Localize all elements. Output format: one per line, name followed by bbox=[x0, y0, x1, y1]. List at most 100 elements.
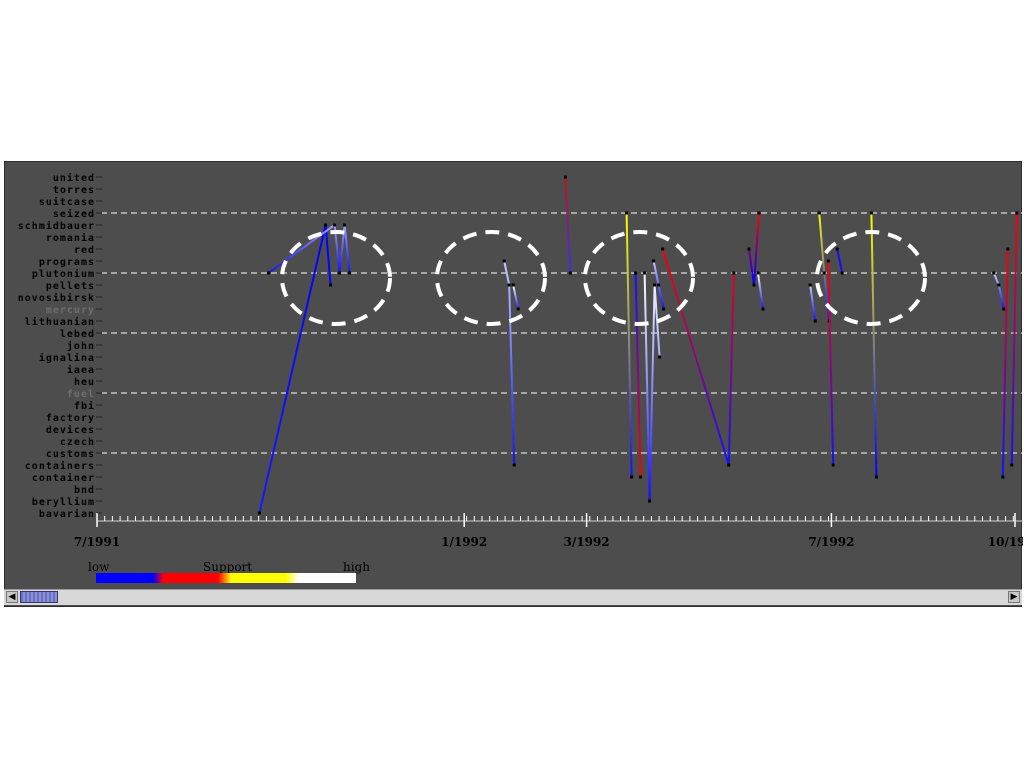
series-point bbox=[869, 211, 873, 215]
series-point bbox=[874, 475, 878, 479]
series-point bbox=[835, 247, 839, 251]
series-point bbox=[512, 463, 516, 467]
series-point bbox=[992, 271, 996, 275]
term-label-fbi: fbi bbox=[74, 400, 95, 412]
term-label-factory: factory bbox=[46, 413, 95, 424]
series-line bbox=[757, 272, 764, 310]
topic-timeline-chart: unitedtorressuitcaseseizedschmidbauerrom… bbox=[18, 172, 1023, 583]
series-point bbox=[653, 283, 657, 287]
term-label-beryllium: beryllium bbox=[32, 496, 95, 508]
series-point bbox=[822, 271, 826, 275]
term-label-seized: seized bbox=[53, 208, 95, 220]
legend-color-bar bbox=[96, 573, 356, 583]
term-label-red: red bbox=[74, 245, 95, 256]
series-point bbox=[756, 271, 760, 275]
highlight-circle bbox=[583, 230, 695, 326]
term-label-bavarian: bavarian bbox=[39, 508, 95, 520]
term-label-pellets: pellets bbox=[46, 281, 95, 292]
x-tick-label: 7/1991 bbox=[74, 535, 120, 549]
series-point bbox=[662, 307, 666, 311]
term-label-programs: programs bbox=[39, 257, 95, 268]
series-point bbox=[1001, 475, 1005, 479]
support-legend: low Support high bbox=[88, 560, 370, 583]
series-point bbox=[657, 283, 661, 287]
series-point bbox=[257, 511, 261, 515]
scroll-left-arrow-icon[interactable]: ◀ bbox=[6, 591, 18, 603]
series-line bbox=[512, 284, 520, 310]
series-line bbox=[661, 248, 735, 466]
series-point bbox=[661, 247, 665, 251]
term-label-fuel: fuel bbox=[67, 389, 95, 400]
series-line bbox=[564, 176, 572, 274]
series-point bbox=[997, 283, 1001, 287]
series-point bbox=[634, 271, 638, 275]
series-point bbox=[648, 499, 652, 503]
series-point bbox=[324, 223, 328, 227]
time-axis: 7/1991 1/1992 3/1992 7/1992 10/1992 bbox=[74, 513, 1023, 549]
highlight-circle bbox=[435, 230, 547, 326]
scrollbar-thumb[interactable] bbox=[20, 591, 58, 603]
series-line bbox=[258, 224, 332, 514]
grid-lines bbox=[101, 212, 1023, 454]
term-label-torres: torres bbox=[53, 185, 95, 196]
series-point bbox=[747, 247, 751, 251]
term-label-czech: czech bbox=[60, 437, 95, 448]
x-tick-label: 1/1992 bbox=[441, 535, 487, 549]
term-label-john: john bbox=[67, 340, 95, 352]
series-point bbox=[732, 271, 736, 275]
term-label-customs: customs bbox=[46, 449, 95, 460]
series-point bbox=[757, 211, 761, 215]
series-line bbox=[836, 248, 844, 274]
term-label-lithuanian: lithuanian bbox=[25, 316, 95, 328]
series-point bbox=[563, 175, 567, 179]
highlight-circles bbox=[280, 230, 927, 326]
series-point bbox=[511, 283, 515, 287]
term-label-container: container bbox=[32, 472, 95, 484]
term-label-novosibirsk: novosibirsk bbox=[18, 292, 95, 304]
highlight-circle bbox=[280, 230, 392, 326]
term-label-lebed: lebed bbox=[60, 329, 95, 340]
series-line bbox=[625, 212, 633, 478]
series-point bbox=[652, 259, 656, 263]
x-tick-label: 10/1992 bbox=[988, 535, 1023, 549]
term-label-bnd: bnd bbox=[74, 485, 95, 496]
series-point bbox=[639, 475, 643, 479]
series-point bbox=[329, 283, 333, 287]
term-label-devices: devices bbox=[46, 424, 95, 436]
term-label-containers: containers bbox=[25, 460, 95, 472]
term-label-schmidbauer: schmidbauer bbox=[18, 220, 95, 232]
term-label-heu: heu bbox=[74, 377, 95, 388]
term-label-mercury: mercury bbox=[46, 305, 95, 316]
series-point bbox=[266, 271, 270, 275]
series-line bbox=[809, 284, 817, 322]
series-point bbox=[1015, 211, 1019, 215]
legend-low-label: low bbox=[88, 560, 110, 574]
scroll-right-arrow-icon[interactable]: ▶ bbox=[1008, 591, 1020, 603]
series-point bbox=[343, 223, 347, 227]
series-layer bbox=[257, 175, 1019, 515]
series-point bbox=[338, 271, 342, 275]
series-point bbox=[840, 271, 844, 275]
x-tick-label: 7/1992 bbox=[808, 535, 854, 549]
term-labels: unitedtorressuitcaseseizedschmidbauerrom… bbox=[18, 172, 102, 520]
series-line bbox=[503, 260, 516, 466]
series-point bbox=[1002, 307, 1006, 311]
series-point bbox=[1006, 247, 1010, 251]
series-line bbox=[992, 272, 1005, 310]
series-line bbox=[870, 212, 878, 478]
term-label-plutonium: plutonium bbox=[32, 268, 95, 280]
series-point bbox=[817, 211, 821, 215]
series-point bbox=[658, 355, 662, 359]
series-point bbox=[826, 259, 830, 263]
horizontal-scrollbar[interactable]: ◀ ▶ bbox=[4, 589, 1022, 605]
term-label-iaea: iaea bbox=[67, 364, 95, 376]
term-label-united: united bbox=[53, 172, 95, 184]
series-line bbox=[827, 260, 835, 466]
legend-title: Support bbox=[203, 560, 252, 574]
term-label-suitcase: suitcase bbox=[39, 196, 95, 208]
series-point bbox=[625, 211, 629, 215]
series-point bbox=[752, 283, 756, 287]
series-line bbox=[1010, 212, 1018, 466]
x-tick-label: 3/1992 bbox=[564, 535, 610, 549]
series-point bbox=[568, 271, 572, 275]
